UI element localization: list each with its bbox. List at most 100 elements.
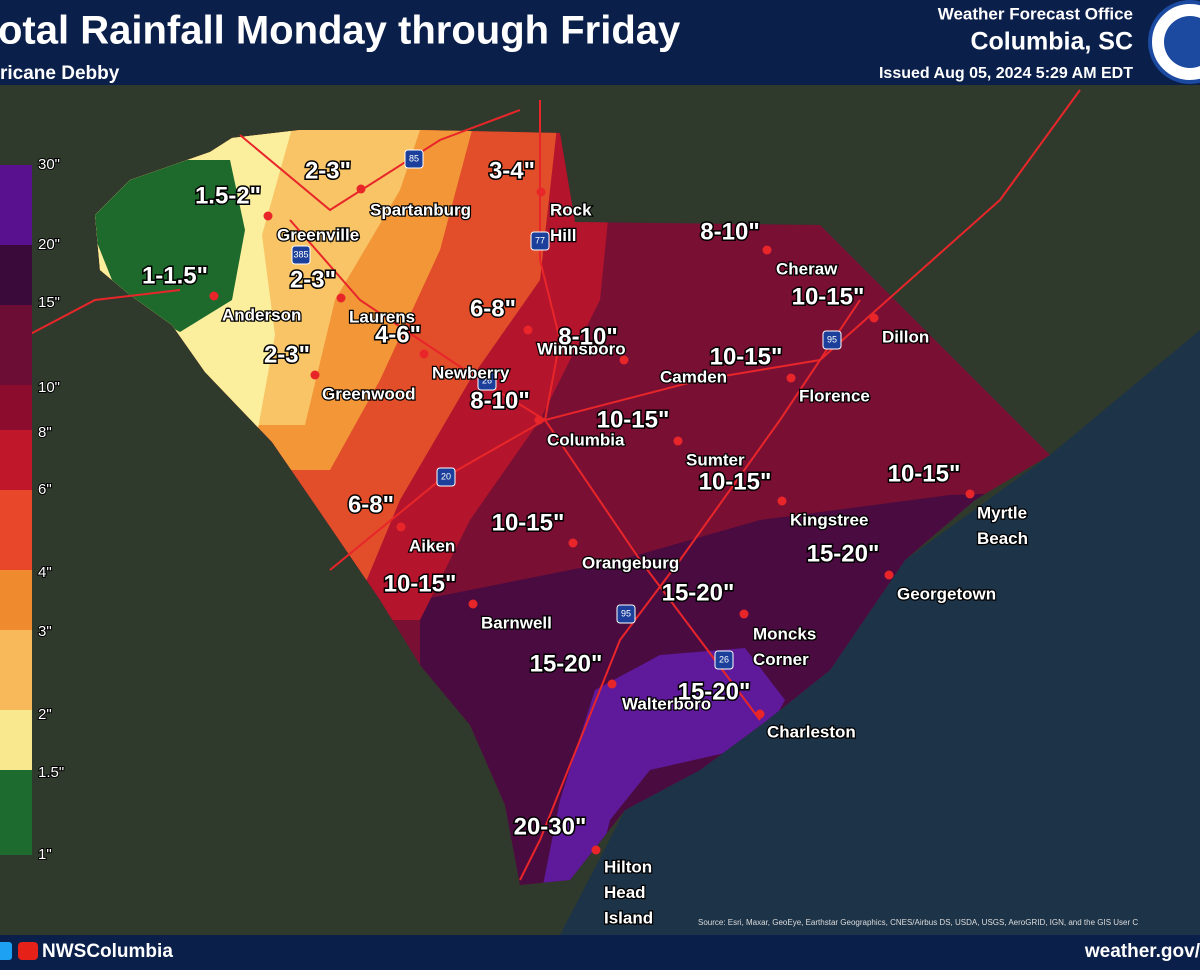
rainfall-amount: 8-10" [470, 387, 529, 414]
social-handle[interactable]: NWSColumbia [42, 941, 173, 962]
city-dot [619, 355, 629, 365]
interstate-shield [714, 650, 734, 670]
rainfall-amount: 1.5-2" [195, 182, 261, 209]
i77 [539, 100, 562, 421]
city-dot [762, 245, 772, 255]
city-label: Hilton [604, 857, 652, 876]
city-label: Greenville [277, 225, 359, 244]
city-label: Columbia [547, 430, 625, 449]
city-label: Winnsboro [537, 339, 626, 358]
city-dot [869, 313, 879, 323]
legend-swatch [0, 570, 32, 630]
city-label: Barnwell [481, 613, 552, 632]
interstate-number: 385 [293, 249, 308, 259]
rainfall-amount: 2-3" [305, 157, 351, 184]
city-dot [356, 184, 366, 194]
website[interactable]: weather.gov/ [1084, 941, 1200, 962]
band-20-30 [540, 648, 785, 885]
city-dot [673, 436, 683, 446]
city-dot [536, 187, 546, 197]
city-dot [468, 599, 478, 609]
legend-label: 8" [38, 424, 52, 441]
city-dot [755, 709, 765, 719]
header-bar [0, 0, 1200, 85]
nws-logo-inner [1164, 16, 1200, 68]
interstate-number: 20 [441, 471, 451, 481]
city-label: Cheraw [776, 259, 838, 278]
rainfall-amount: 15-20" [662, 579, 735, 606]
legend-label: 10" [38, 379, 60, 396]
legend-label: 2" [38, 706, 52, 723]
city-label: Greenwood [322, 384, 416, 403]
rainfall-amount: 6-8" [348, 491, 394, 518]
interstate-shield [477, 371, 497, 391]
rainfall-amount: 8-10" [700, 218, 759, 245]
city-dot [739, 609, 749, 619]
interstate-number: 26 [719, 654, 729, 664]
rainfall-amount: 4-6" [375, 321, 421, 348]
legend-label: 1" [38, 846, 52, 863]
interstate-number: 26 [482, 375, 492, 385]
city-label: Laurens [349, 307, 415, 326]
city-label: Corner [753, 650, 809, 669]
city-label: Newberry [432, 363, 510, 382]
city-dot [209, 291, 219, 301]
city-dot [396, 522, 406, 532]
city-label: Georgetown [897, 584, 996, 603]
legend-label: 3" [38, 623, 52, 640]
interstate-shield [436, 467, 456, 487]
legend-label: 30" [38, 156, 60, 173]
interstate-shield [822, 330, 842, 350]
youtube-icon[interactable] [18, 942, 38, 960]
city-label: Moncks [753, 624, 816, 643]
legend-swatch [0, 385, 32, 430]
i85 [239, 109, 521, 212]
city-label: Myrtle [977, 503, 1027, 522]
legend-label: 6" [38, 481, 52, 498]
i95 [519, 299, 861, 881]
interstate-shield [530, 231, 550, 251]
city-dot [777, 496, 787, 506]
city-dot [263, 211, 273, 221]
city-label: Kingstree [790, 510, 868, 529]
footer-bar [0, 935, 1200, 970]
twitter-icon[interactable] [0, 942, 12, 960]
city-dot [786, 373, 796, 383]
legend-label: 20" [38, 236, 60, 253]
legend-label: 4" [38, 564, 52, 581]
interstate-shield [404, 149, 424, 169]
city-label: Rock [550, 200, 592, 219]
city-label: Beach [977, 529, 1028, 548]
city-dot [310, 370, 320, 380]
rainfall-amount: 6-8" [470, 295, 516, 322]
city-dot [336, 293, 346, 303]
legend-swatch [0, 305, 32, 385]
city-dot [965, 489, 975, 499]
city-label: Florence [799, 386, 870, 405]
city-dot [419, 349, 429, 359]
city-dot [534, 415, 544, 425]
city-label: Hill [550, 226, 576, 245]
interstate-number: 95 [827, 334, 837, 344]
rainfall-amount: 2-3" [290, 266, 336, 293]
location: Columbia, SC [970, 28, 1133, 56]
rainfall-amount: 10-15" [597, 406, 670, 433]
city-label: Camden [660, 367, 727, 386]
city-label: Dillon [882, 327, 929, 346]
rainfall-amount: 8-10" [558, 323, 617, 350]
interstate-number: 95 [621, 608, 631, 618]
legend-label: 1.5" [38, 764, 64, 781]
rainfall-amount: 10-15" [699, 468, 772, 495]
rainfall-amount: 3-4" [489, 157, 535, 184]
city-dot [523, 325, 533, 335]
legend-swatch [0, 630, 32, 710]
rainfall-amount: 10-15" [792, 283, 865, 310]
city-label: Orangeburg [582, 553, 679, 572]
city-dot [884, 570, 894, 580]
rainfall-amount: 20-30" [514, 813, 587, 840]
city-label: Spartanburg [370, 200, 471, 219]
city-label: Aiken [409, 536, 455, 555]
interstate-shield [291, 245, 311, 265]
